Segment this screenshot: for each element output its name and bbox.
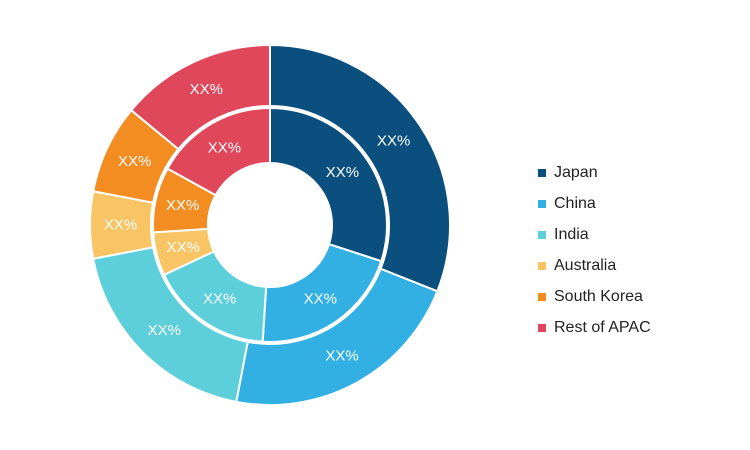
legend-swatch-south-korea (538, 292, 546, 301)
legend-item-japan: Japan (538, 157, 651, 188)
inner-label-rest-of-apac: XX% (208, 139, 241, 156)
inner-label-south-korea: XX% (166, 197, 199, 214)
inner-slice-japan (269, 106, 388, 263)
legend-label-rest-of-apac: Rest of APAC (554, 318, 651, 336)
legend-swatch-rest-of-apac (538, 323, 546, 332)
inner-label-australia: XX% (167, 239, 200, 256)
outer-label-india: XX% (148, 322, 181, 339)
legend-item-india: India (538, 219, 651, 250)
legend-item-australia: Australia (538, 250, 651, 281)
legend-label-japan: Japan (554, 163, 598, 181)
outer-slice-rest-of-apac (129, 43, 271, 151)
outer-label-south-korea: XX% (118, 153, 151, 170)
inner-label-china: XX% (304, 291, 337, 308)
legend-swatch-china (538, 199, 546, 208)
legend-label-australia: Australia (554, 256, 617, 274)
legend-item-china: China (538, 188, 651, 219)
legend-label-south-korea: South Korea (554, 287, 643, 305)
inner-label-india: XX% (203, 291, 236, 308)
inner-label-japan: XX% (326, 164, 359, 181)
legend-swatch-japan (538, 168, 546, 177)
outer-label-australia: XX% (104, 217, 137, 234)
legend-label-india: India (554, 225, 589, 243)
inner-slice-china (261, 242, 383, 343)
legend: Japan China India Australia South Korea … (538, 157, 651, 343)
outer-label-rest-of-apac: XX% (190, 81, 223, 98)
legend-item-south-korea: South Korea (538, 281, 651, 312)
outer-label-japan: XX% (377, 132, 410, 149)
inner-slice-rest-of-apac (166, 106, 271, 197)
legend-item-rest-of-apac: Rest of APAC (538, 312, 651, 343)
outer-slice-japan (269, 43, 451, 293)
legend-label-china: China (554, 194, 596, 212)
legend-swatch-australia (538, 261, 546, 270)
legend-swatch-india (538, 230, 546, 239)
outer-label-china: XX% (325, 348, 358, 365)
